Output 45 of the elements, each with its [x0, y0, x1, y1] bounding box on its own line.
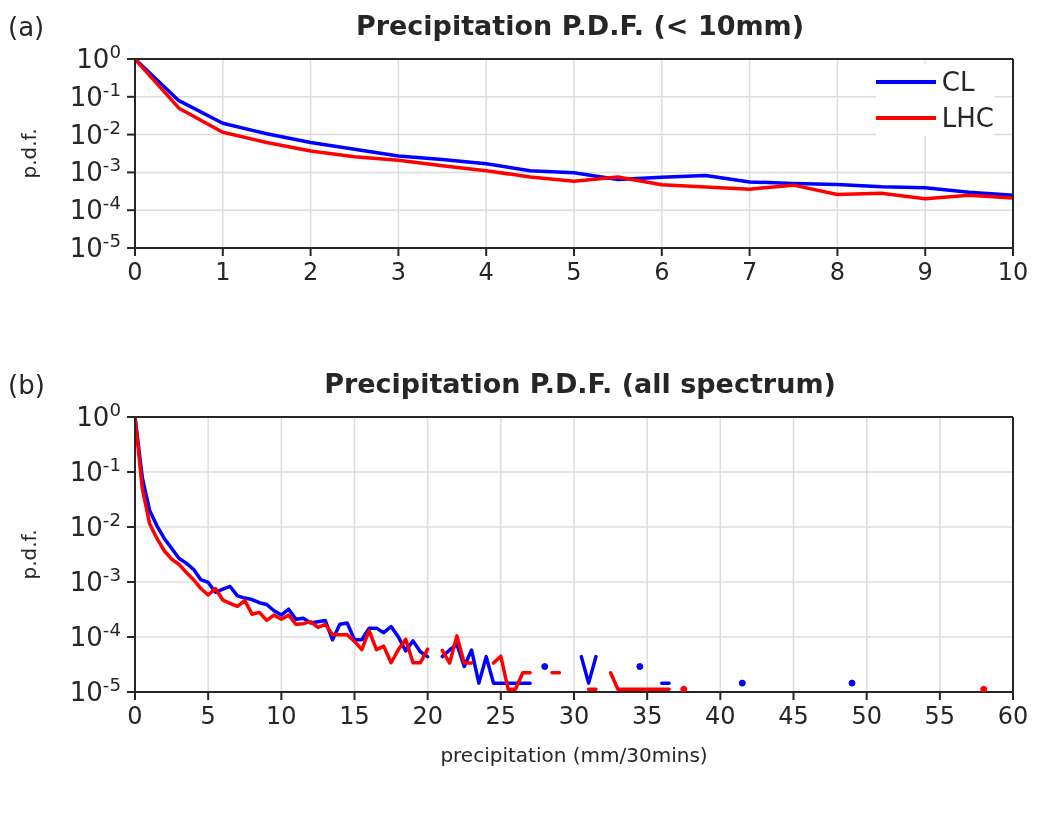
y-axis-title: p.d.f.	[16, 128, 41, 179]
legend-label: CL	[941, 66, 975, 99]
x-tick-label: 35	[631, 702, 663, 730]
y-tick-label: 10$^{-1}$	[69, 78, 121, 112]
x-tick-label: 8	[829, 258, 846, 286]
x-tick-label: 5	[566, 258, 582, 286]
x-axis-title: precipitation (mm/30mins)	[440, 743, 708, 767]
y-tick-label: 10$^{0}$	[76, 398, 121, 432]
x-tick-label: 15	[339, 702, 370, 730]
chart-title: Precipitation P.D.F. (all spectrum)	[323, 368, 837, 399]
x-tick-label: 55	[924, 702, 956, 730]
y-tick-label: 10$^{-5}$	[69, 229, 121, 263]
y-tick-label: 10$^{-2}$	[69, 508, 121, 542]
x-tick-label: 10	[266, 702, 297, 730]
x-tick-label: 20	[412, 702, 443, 730]
x-tick-label: 60	[997, 702, 1029, 730]
x-tick-label: 5	[200, 702, 216, 730]
x-tick-label: 1	[215, 258, 231, 286]
y-tick-label: 10$^{0}$	[76, 40, 121, 74]
x-tick-label: 50	[851, 702, 882, 730]
y-tick-label: 10$^{-4}$	[69, 191, 121, 226]
x-tick-label: 6	[654, 258, 670, 286]
x-tick-label: 2	[302, 258, 319, 286]
legend-label: LHC	[941, 102, 994, 135]
y-tick-label: 10$^{-3}$	[69, 563, 121, 597]
x-tick-label: 0	[127, 702, 143, 730]
x-tick-label: 30	[558, 702, 590, 730]
chart-title: Precipitation P.D.F. (< 10mm)	[354, 10, 806, 41]
x-tick-label: 3	[390, 258, 407, 286]
x-tick-label: 10	[997, 258, 1029, 286]
text: (b)	[8, 370, 45, 400]
x-tick-label: 9	[917, 258, 933, 286]
text: (a)	[8, 12, 45, 42]
x-tick-label: 40	[705, 702, 736, 730]
y-axis-title: p.d.f.	[16, 529, 41, 580]
x-tick-label: 25	[485, 702, 517, 730]
y-tick-label: 10$^{-5}$	[69, 673, 121, 707]
x-tick-label: 45	[778, 702, 809, 730]
x-tick-label: 4	[478, 258, 494, 286]
y-tick-label: 10$^{-2}$	[69, 116, 121, 150]
y-tick-label: 10$^{-4}$	[69, 618, 121, 652]
y-tick-label: 10$^{-3}$	[69, 153, 121, 188]
x-tick-label: 7	[741, 258, 758, 286]
x-tick-label: 0	[127, 258, 143, 286]
y-tick-label: 10$^{-1}$	[69, 453, 121, 487]
